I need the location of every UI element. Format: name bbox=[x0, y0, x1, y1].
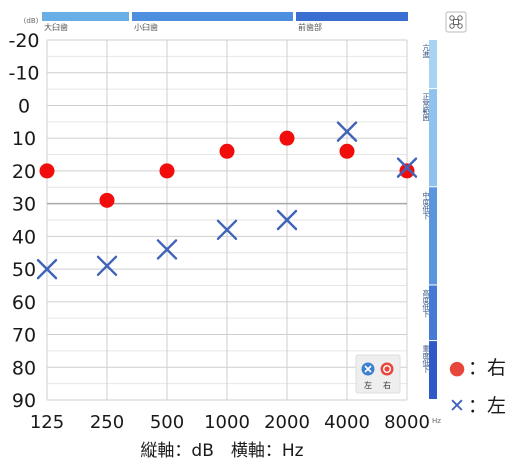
point-left-ear-stroke bbox=[276, 209, 298, 231]
x-tick-label: 4000 bbox=[324, 412, 370, 433]
inner-legend-left-label: 左 bbox=[364, 380, 372, 390]
point-left-ear bbox=[336, 121, 358, 142]
point-left-ear-stroke bbox=[216, 219, 238, 241]
point-left-ear-stroke bbox=[96, 255, 118, 277]
legend-left-symbol: ✕ bbox=[449, 395, 465, 417]
point-left-ear bbox=[156, 239, 178, 260]
point-left-ear bbox=[396, 157, 418, 178]
x-tick-label: 8000 bbox=[384, 412, 430, 433]
x-tick-label: 2000 bbox=[264, 412, 310, 433]
x-tick-label: 1000 bbox=[204, 412, 250, 433]
inner-legend-left-icon-stroke bbox=[364, 365, 372, 373]
side-band-label: 重度低下 bbox=[422, 345, 430, 374]
point-right-ear bbox=[99, 192, 115, 208]
top-band-label: 小臼歯 bbox=[134, 22, 158, 32]
x-tick-label: 125 bbox=[30, 412, 64, 433]
side-band-label: 中度低下 bbox=[422, 190, 430, 220]
inner-legend-right-icon-ring bbox=[383, 365, 392, 374]
point-right-ear bbox=[399, 163, 415, 179]
legend-left: ✕ ：左 bbox=[449, 395, 506, 417]
point-left-ear-stroke bbox=[336, 121, 358, 142]
inner-legend-box bbox=[355, 354, 401, 394]
y-tick-label: 80 bbox=[12, 357, 36, 379]
y-tick-label: 10 bbox=[12, 128, 36, 150]
legend-left-label: ：左 bbox=[468, 395, 506, 417]
side-band-1 bbox=[429, 89, 437, 187]
y-tick-label: -20 bbox=[8, 30, 39, 52]
x-tick-label: 500 bbox=[150, 412, 184, 433]
y-unit-label: (dB) bbox=[24, 17, 39, 25]
point-left-ear bbox=[96, 255, 118, 277]
y-tick-label: 90 bbox=[12, 390, 36, 412]
inner-legend-right-icon bbox=[380, 362, 394, 376]
grid-layer bbox=[46, 39, 408, 401]
side-band-0 bbox=[429, 40, 437, 89]
x-tick-label: 250 bbox=[90, 412, 124, 433]
point-right-ear bbox=[159, 163, 175, 179]
legend-right-label: ：右 bbox=[468, 357, 506, 379]
side-band-label: 亢進 bbox=[422, 43, 430, 59]
axis-caption: 縦軸：dB 横軸：Hz bbox=[140, 441, 303, 461]
inner-legend: 左右 bbox=[355, 354, 401, 394]
inner-legend-right-label: 右 bbox=[383, 380, 391, 390]
side-band-3 bbox=[429, 285, 437, 341]
legend-right-symbol: ● bbox=[449, 357, 466, 379]
top-band-0 bbox=[42, 12, 129, 21]
y-tick-label: 20 bbox=[12, 161, 36, 183]
point-left-ear bbox=[276, 209, 298, 231]
point-left-ear-stroke bbox=[156, 239, 178, 260]
y-tick-label: 40 bbox=[12, 226, 36, 248]
y-tick-label: 50 bbox=[12, 259, 36, 281]
point-left-ear bbox=[216, 219, 238, 241]
point-right-ear bbox=[279, 130, 295, 146]
y-tick-label: 0 bbox=[18, 95, 30, 117]
top-band-label: 大臼歯 bbox=[44, 22, 68, 32]
side-band-label: 正常範囲 bbox=[422, 93, 430, 122]
point-left-ear-stroke bbox=[36, 258, 58, 280]
legend-right: ● ：右 bbox=[449, 357, 506, 379]
x-unit-label: Hz bbox=[432, 417, 441, 425]
point-left-ear bbox=[36, 258, 58, 280]
side-band-4 bbox=[429, 341, 437, 399]
point-right-ear bbox=[219, 143, 235, 159]
top-band-2 bbox=[296, 12, 408, 21]
y-tick-label: 70 bbox=[12, 325, 36, 347]
point-left-ear-stroke bbox=[396, 157, 418, 178]
side-band-label: 高度低下 bbox=[422, 289, 430, 319]
side-band-2 bbox=[429, 187, 437, 285]
top-band-1 bbox=[132, 12, 293, 21]
expand-icon[interactable] bbox=[445, 11, 467, 33]
marks-layer bbox=[36, 121, 418, 280]
y-tick-label: -10 bbox=[8, 63, 39, 85]
point-right-ear bbox=[39, 163, 55, 179]
top-band-label: 前歯部 bbox=[298, 22, 322, 32]
point-right-ear bbox=[339, 143, 355, 159]
y-tick-label: 30 bbox=[12, 194, 36, 216]
y-tick-label: 60 bbox=[12, 292, 36, 314]
